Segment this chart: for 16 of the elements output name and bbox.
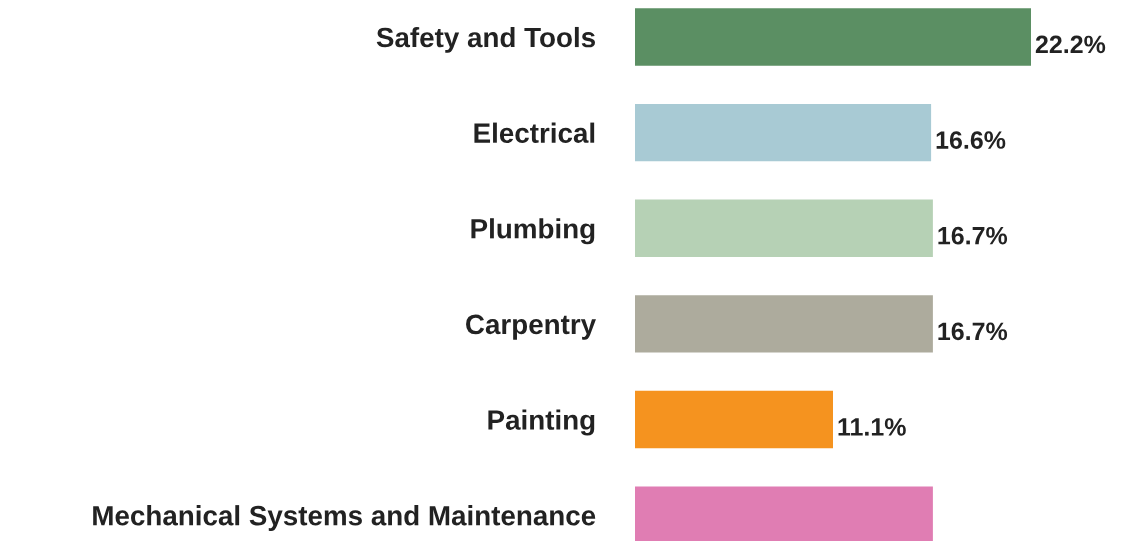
data-label: 11.1% [838, 418, 906, 436]
data-label: 16.6% [936, 131, 1006, 149]
y-tick-label: Painting [488, 409, 595, 436]
data-label: 16.7% [938, 226, 1008, 245]
y-tick-label: Plumbing [471, 218, 595, 245]
bar [635, 295, 933, 353]
y-tick-label: Carpentry [466, 314, 596, 340]
bar [635, 103, 932, 162]
y-tick-label: Mechanical Systems and Maintenance [93, 505, 596, 532]
data-label: 16.7% [938, 322, 1008, 341]
y-tick-label: Safety and Tools [376, 26, 595, 53]
bar [635, 199, 933, 257]
data-label: 22.2% [1035, 35, 1106, 54]
bar [635, 390, 833, 449]
y-tick-label: Electrical [474, 122, 595, 143]
bar [635, 8, 1031, 66]
